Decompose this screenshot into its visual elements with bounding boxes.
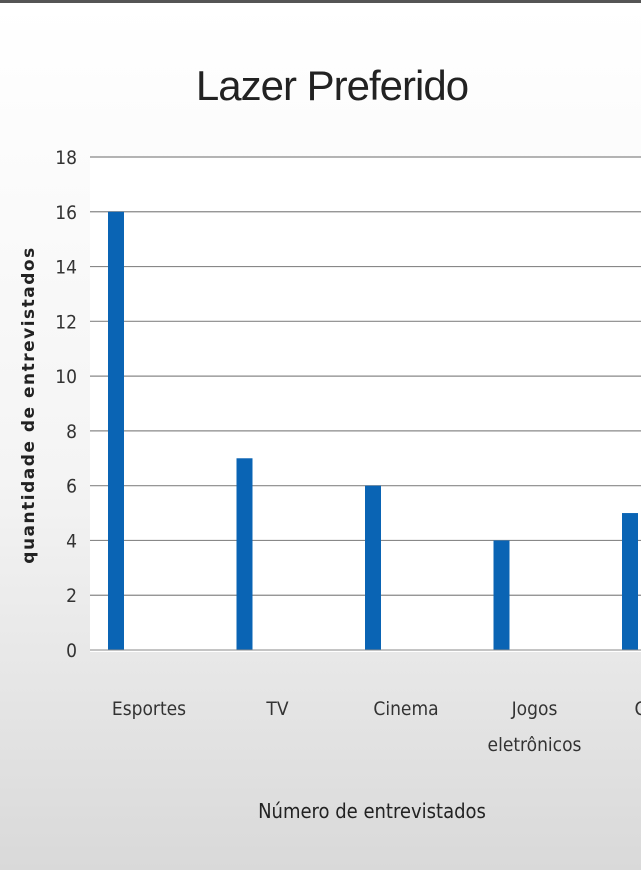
x-category-line: Esportes	[112, 698, 186, 720]
y-tick-label: 6	[66, 476, 77, 498]
y-tick-label: 18	[55, 147, 77, 169]
bars	[108, 211, 638, 650]
bar-0	[108, 211, 124, 650]
y-tick-label: 10	[55, 366, 77, 388]
chart-title: Lazer Preferido	[196, 62, 468, 109]
bar-4	[622, 513, 638, 650]
x-category-label: Cinema	[373, 698, 438, 720]
x-category-line: Jogos	[511, 698, 558, 720]
y-tick-label: 4	[66, 530, 77, 552]
x-category-label: TV	[265, 698, 288, 720]
x-category-label: Esportes	[112, 698, 186, 720]
y-tick-label: 16	[55, 202, 77, 224]
x-axis-categories: Esportes TV Cinema Jogos eletrônicos Outros	[112, 698, 641, 756]
y-axis-label: quantidade de entrevistados	[19, 246, 39, 563]
x-category-label: Outros	[635, 698, 641, 720]
x-category-line: Outros	[635, 698, 641, 720]
y-tick-label: 12	[55, 311, 77, 333]
x-category-line: Cinema	[373, 698, 438, 720]
x-category-line: eletrônicos	[488, 734, 582, 756]
x-category-line: TV	[265, 698, 288, 720]
bar-3	[493, 540, 510, 650]
bar-1	[236, 458, 253, 650]
y-tick-label: 2	[66, 585, 77, 607]
chart-svg: Lazer Preferido 0 2 4 6 8 10 12 14 16 18 Esportes…	[19, 62, 641, 823]
y-axis-ticks: 0 2 4 6 8 10 12 14 16 18	[55, 147, 77, 662]
x-category-label: Jogos eletrônicos	[488, 698, 582, 756]
y-tick-label: 8	[66, 421, 77, 443]
x-axis-label: Número de entrevistados	[258, 799, 486, 823]
y-tick-label: 0	[66, 640, 77, 662]
bar-2	[365, 485, 381, 650]
y-tick-label: 14	[55, 257, 77, 279]
